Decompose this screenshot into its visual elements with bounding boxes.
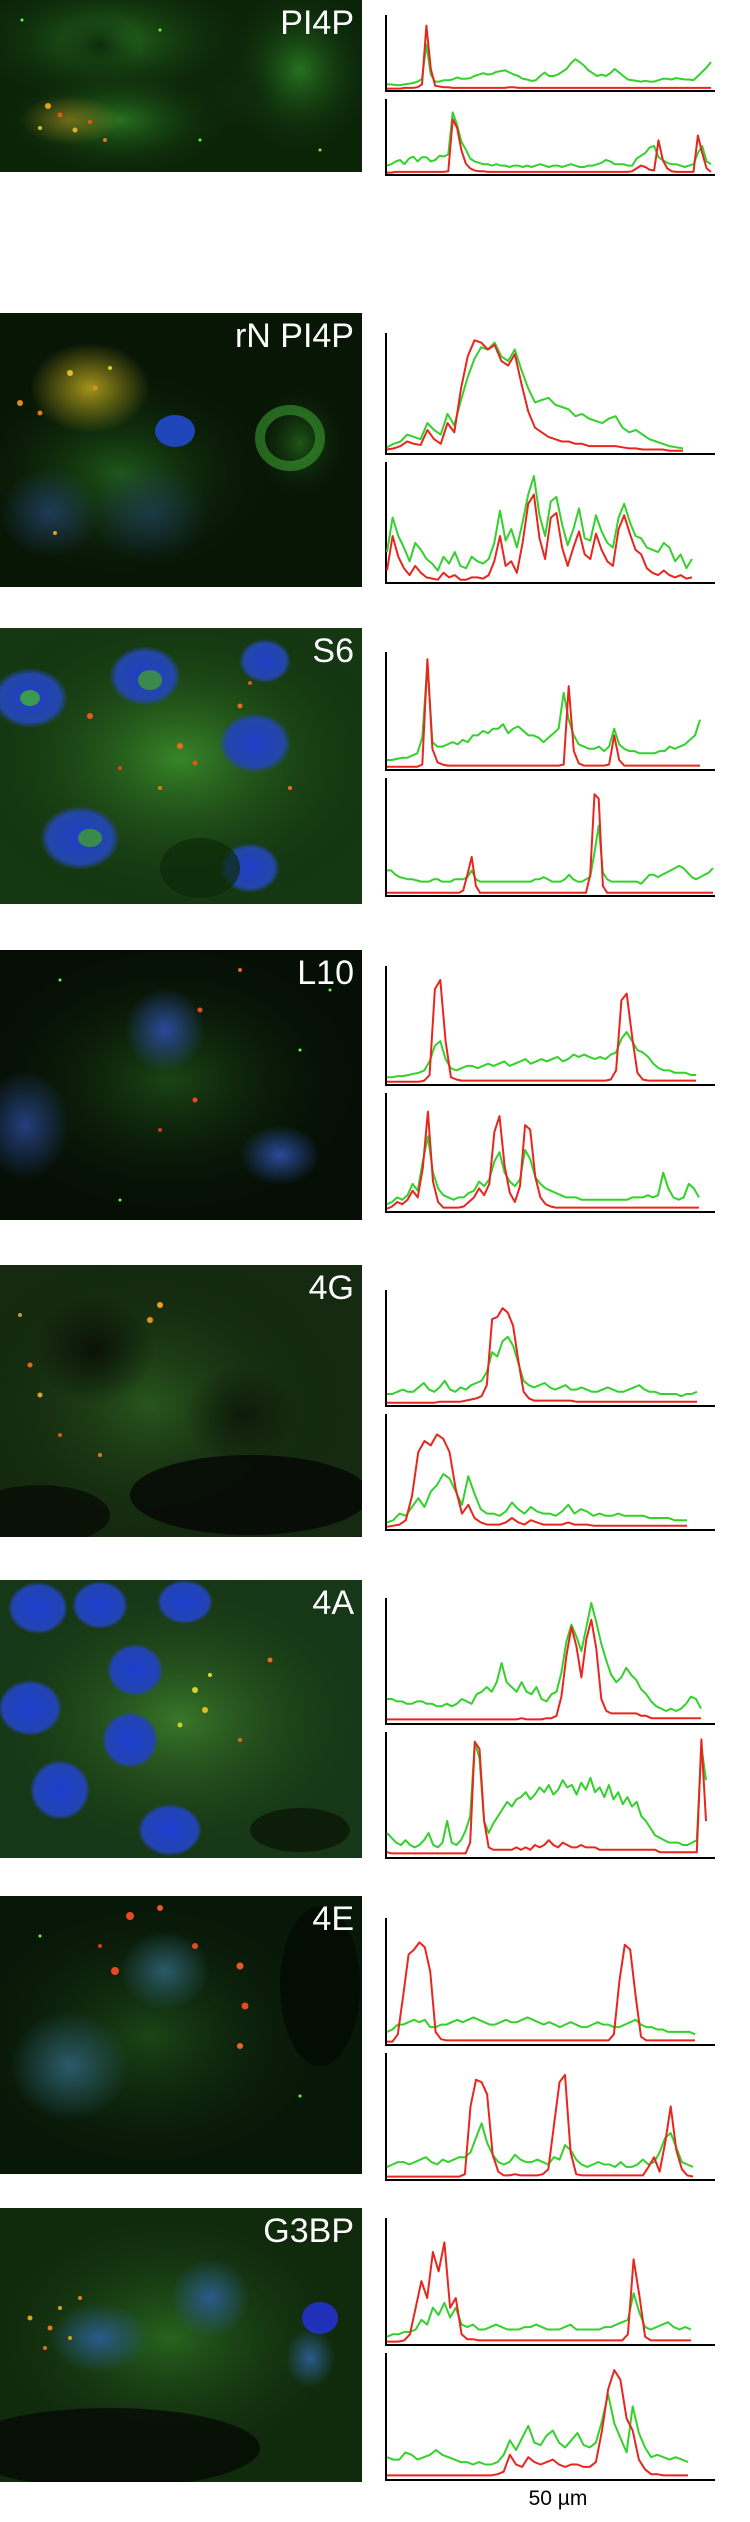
profile-plot bbox=[385, 462, 715, 584]
intensity-profile-plots bbox=[385, 652, 715, 897]
red-channel-trace bbox=[387, 658, 700, 768]
micrograph-panel-l10: L10 bbox=[0, 950, 362, 1220]
green-channel-trace bbox=[386, 1135, 700, 1206]
red-channel-trace bbox=[387, 2073, 694, 2178]
red-channel-trace bbox=[386, 493, 693, 581]
green-channel-trace bbox=[386, 475, 693, 572]
red-channel-trace bbox=[387, 118, 712, 174]
micrograph-panel-pi4p: PI4P bbox=[0, 0, 362, 172]
profile-plot bbox=[385, 1918, 715, 2046]
micrograph-panel-g3bp: G3BP bbox=[0, 2208, 362, 2482]
green-channel-trace bbox=[386, 2292, 692, 2338]
intensity-profile-plots bbox=[385, 2218, 715, 2481]
micrograph-image bbox=[0, 1580, 362, 1858]
intensity-profile-group bbox=[385, 652, 750, 897]
micrograph-image bbox=[0, 313, 362, 587]
panel-label: 4E bbox=[312, 1900, 354, 1938]
micrograph-panel-4a: 4A bbox=[0, 1580, 362, 1858]
red-channel-trace bbox=[386, 1738, 707, 1855]
intensity-profile-group bbox=[385, 2218, 750, 2481]
intensity-profile-group bbox=[385, 966, 750, 1213]
profile-plot bbox=[385, 966, 715, 1086]
green-channel-trace bbox=[387, 1602, 702, 1712]
micrograph-panel-s6: S6 bbox=[0, 628, 362, 904]
micrograph-image bbox=[0, 0, 362, 172]
profile-plot bbox=[385, 1414, 715, 1531]
intensity-profile-group bbox=[385, 15, 750, 176]
panel-label: G3BP bbox=[263, 2212, 354, 2250]
green-channel-trace bbox=[386, 2016, 696, 2036]
profile-plot bbox=[385, 2053, 715, 2181]
green-channel-trace bbox=[386, 2122, 694, 2168]
red-channel-trace bbox=[387, 24, 711, 90]
red-channel-trace bbox=[387, 1307, 697, 1404]
panel-label: 4A bbox=[312, 1584, 354, 1622]
profile-plot bbox=[385, 1093, 715, 1213]
red-channel-trace bbox=[387, 2369, 688, 2477]
red-channel-trace bbox=[386, 1433, 687, 1528]
green-channel-trace bbox=[387, 1335, 698, 1398]
panel-label: 4G bbox=[308, 1269, 354, 1307]
profile-plot bbox=[385, 99, 715, 176]
intensity-profile-plots bbox=[385, 333, 715, 584]
intensity-profile-plots bbox=[385, 1290, 715, 1531]
profile-plot bbox=[385, 2353, 715, 2481]
intensity-profile-group bbox=[385, 1598, 750, 1859]
red-channel-trace bbox=[387, 979, 696, 1083]
red-channel-trace bbox=[386, 1110, 699, 1210]
intensity-profile-group bbox=[385, 1290, 750, 1531]
micrograph-panel-4e: 4E bbox=[0, 1896, 362, 2174]
intensity-profile-plots bbox=[385, 966, 715, 1213]
green-channel-trace bbox=[387, 1031, 696, 1079]
profile-plot bbox=[385, 652, 715, 771]
profile-plot bbox=[385, 778, 715, 897]
red-channel-trace bbox=[387, 2241, 691, 2343]
micrograph-image bbox=[0, 1265, 362, 1537]
micrograph-image bbox=[0, 628, 362, 904]
micrograph-panel-rn-pi4p: rN PI4P bbox=[0, 313, 362, 587]
micrograph-image bbox=[0, 1896, 362, 2174]
micrograph-panel-4g: 4G bbox=[0, 1265, 362, 1537]
profile-plot bbox=[385, 1598, 715, 1725]
profile-plot bbox=[385, 1732, 715, 1859]
red-channel-trace bbox=[387, 1618, 701, 1721]
panel-label: S6 bbox=[312, 632, 354, 670]
intensity-profile-plots bbox=[385, 1918, 715, 2181]
profile-plot bbox=[385, 333, 715, 455]
red-channel-trace bbox=[386, 339, 683, 452]
intensity-profile-group bbox=[385, 333, 750, 584]
green-channel-trace bbox=[387, 824, 714, 885]
panel-label: PI4P bbox=[280, 4, 354, 42]
profile-plot bbox=[385, 2218, 715, 2346]
intensity-profile-plots bbox=[385, 1598, 715, 1859]
profile-plot bbox=[385, 1290, 715, 1407]
micrograph-image bbox=[0, 2208, 362, 2482]
scale-bar-label: 50 µm bbox=[528, 2487, 588, 2510]
green-channel-trace bbox=[386, 341, 684, 450]
green-channel-trace bbox=[387, 43, 712, 87]
intensity-profile-plots bbox=[385, 15, 715, 176]
green-channel-trace bbox=[386, 1740, 707, 1849]
panel-label: L10 bbox=[297, 954, 354, 992]
red-channel-trace bbox=[387, 1941, 695, 2043]
red-channel-trace bbox=[387, 793, 713, 894]
green-channel-trace bbox=[387, 662, 701, 761]
green-channel-trace bbox=[386, 1473, 687, 1524]
panel-label: rN PI4P bbox=[234, 317, 354, 355]
intensity-profile-group bbox=[385, 1918, 750, 2181]
green-channel-trace bbox=[386, 2393, 689, 2466]
micrograph-image bbox=[0, 950, 362, 1220]
profile-plot bbox=[385, 15, 715, 92]
